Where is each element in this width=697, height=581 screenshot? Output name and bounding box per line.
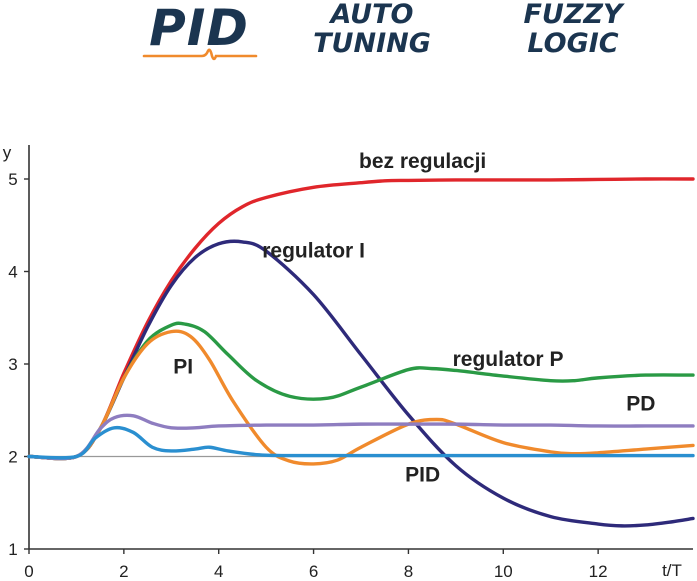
x-tick-label: 12 [589,562,608,581]
annotation-regulator-p: regulator P [453,348,564,371]
chart-annotations: bez regulacji regulator I regulator P PI PD P… [173,150,655,487]
y-tick-label: 4 [8,263,17,282]
x-tick-label: 2 [119,562,128,581]
logo-auto-line1: AUTO [330,0,414,30]
x-tick-label: 6 [309,562,318,581]
annotation-regulator-i: regulator I [262,240,365,263]
logo-fuzzy-logic: FUZZY LOGIC [498,0,648,58]
series-line-regulator-i [27,239,695,528]
logo-fuzzy-line1: FUZZY [523,0,623,30]
logo-pid-signal [142,48,258,61]
x-tick-label: 0 [24,562,33,581]
x-axis-label: t/T [662,561,682,580]
series-line-pd [27,413,695,461]
y-axis-label: y [3,143,12,162]
chart-series-layer [27,177,695,528]
logo-fuzzy-line2: LOGIC [527,28,619,59]
x-tick-label: 4 [214,562,223,581]
y-tick-label: 3 [8,355,17,374]
logo-auto-line2: TUNING [313,28,431,59]
y-tick-label: 2 [8,448,17,467]
series-line-pid [27,425,695,460]
series-line-pi [27,329,695,466]
series-line-regulator-p [27,321,695,461]
x-tick-label: 8 [404,562,413,581]
y-tick-label: 5 [8,170,17,189]
annotation-pd: PD [626,392,655,415]
x-tick-label: 10 [494,562,513,581]
series-line-bez-regulacji [27,177,695,461]
logo-pid: PID [140,0,258,56]
annotation-pid: PID [405,463,440,486]
annotation-bez-regulacji: bez regulacji [359,150,486,173]
logo-pid-text: PID [149,0,249,57]
logo-auto-tuning: AUTO TUNING [292,0,452,58]
annotation-pi: PI [173,355,193,378]
y-tick-label: 1 [8,540,17,559]
